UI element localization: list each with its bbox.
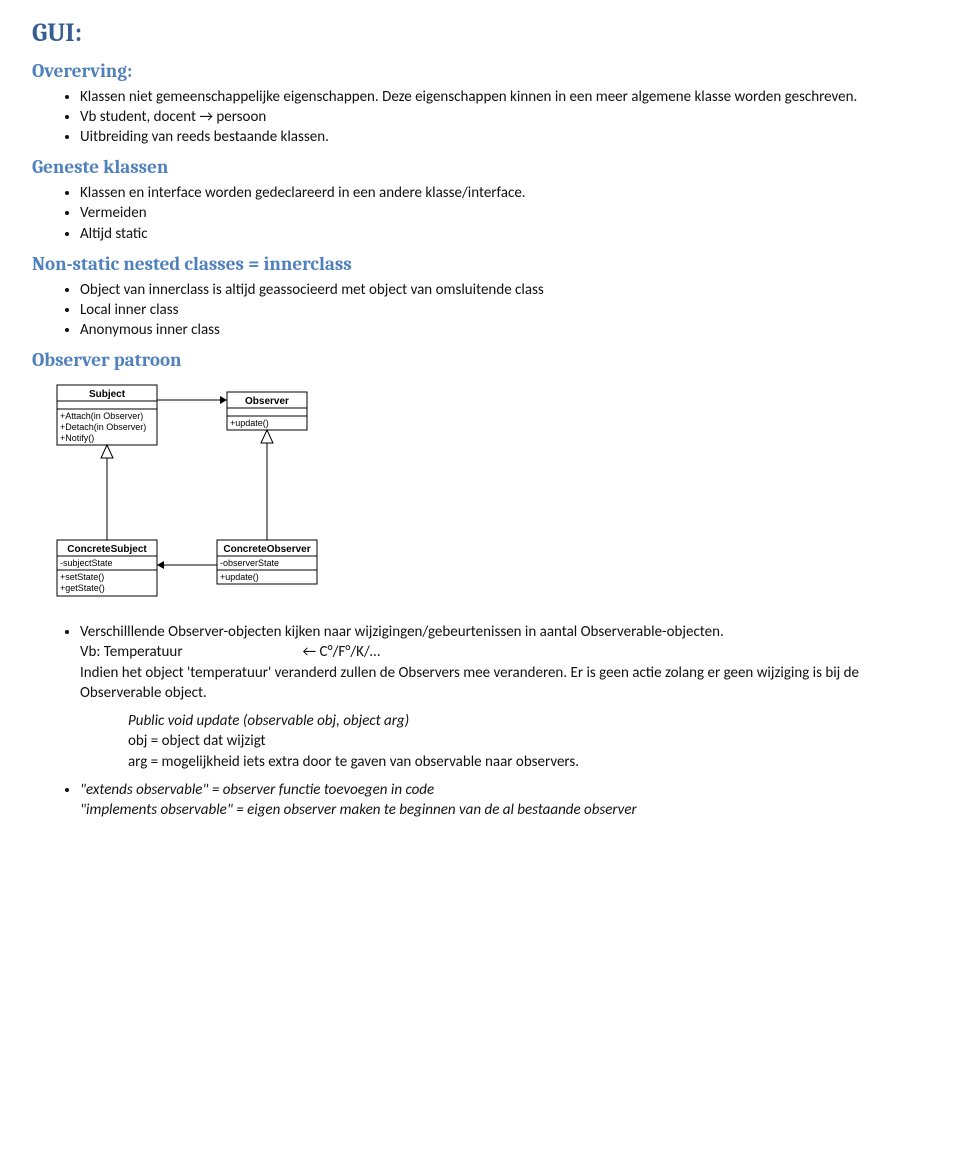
text: arg = mogelijkheid iets extra door te ga… <box>128 753 579 771</box>
text-italic: "implements observable" = eigen observer… <box>80 801 637 819</box>
uml-cobserver-title: ConcreteObserver <box>223 544 310 555</box>
heading-nonstatic: Non-static nested classes = innerclass <box>32 252 928 278</box>
uml-diagram: Subject +Attach(in Observer) +Detach(in … <box>52 380 928 616</box>
uml-subject-op: +Attach(in Observer) <box>60 411 143 421</box>
uml-cobserver-attr: -observerState <box>220 558 279 568</box>
text: obj = object dat wijzigt <box>128 732 266 750</box>
list-observer: Verschilllende Observer-objecten kijken … <box>32 622 928 820</box>
list-item: Uitbreiding van reeds bestaande klassen. <box>80 127 928 147</box>
list-nonstatic: Object van innerclass is altijd geassoci… <box>32 280 928 341</box>
uml-csubject-attr: -subjectState <box>60 558 113 568</box>
uml-observer-op: +update() <box>230 418 269 428</box>
list-item: Klassen niet gemeenschappelijke eigensch… <box>80 87 928 107</box>
list-item: Verschilllende Observer-objecten kijken … <box>80 622 928 772</box>
uml-csubject-op: +getState() <box>60 583 105 593</box>
list-item: Anonymous inner class <box>80 320 928 340</box>
text-italic: "extends observable" = observer functie … <box>80 781 434 799</box>
text: Indien het object 'temperatuur' verander… <box>80 664 859 702</box>
list-item: "extends observable" = observer functie … <box>80 780 928 821</box>
heading-overerving: Overerving: <box>32 59 928 85</box>
list-geneste: Klassen en interface worden gedeclareerd… <box>32 183 928 244</box>
text: ← C°/F°/K/… <box>303 643 381 661</box>
text: Vb: Temperatuur <box>80 643 183 661</box>
heading-geneste: Geneste klassen <box>32 155 928 181</box>
heading-gui: GUI: <box>32 16 928 51</box>
list-item: Vermeiden <box>80 203 928 223</box>
uml-csubject-op: +setState() <box>60 572 104 582</box>
uml-subject-op: +Notify() <box>60 433 94 443</box>
heading-observer: Observer patroon <box>32 348 928 374</box>
uml-cobserver-op: +update() <box>220 572 259 582</box>
uml-csubject-title: ConcreteSubject <box>67 544 147 555</box>
text: Verschilllende Observer-objecten kijken … <box>80 623 724 641</box>
list-item: Object van innerclass is altijd geassoci… <box>80 280 928 300</box>
list-overerving: Klassen niet gemeenschappelijke eigensch… <box>32 87 928 148</box>
text-italic: Public void update (observable obj, obje… <box>128 712 409 730</box>
uml-observer-title: Observer <box>245 396 289 407</box>
uml-subject-op: +Detach(in Observer) <box>60 422 146 432</box>
list-item: Klassen en interface worden gedeclareerd… <box>80 183 928 203</box>
list-item: Altijd static <box>80 224 928 244</box>
list-item: Local inner class <box>80 300 928 320</box>
list-item: Vb student, docent → persoon <box>80 107 928 127</box>
uml-subject-title: Subject <box>89 389 126 400</box>
